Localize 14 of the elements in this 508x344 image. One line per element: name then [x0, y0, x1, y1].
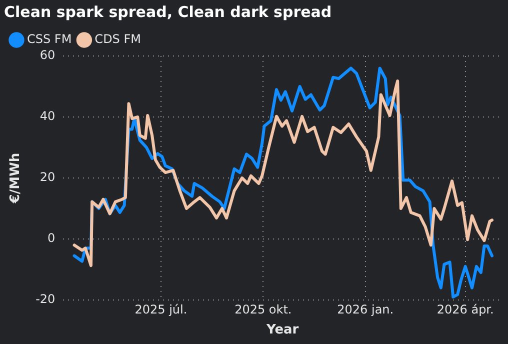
y-tick-label: 60 [40, 48, 56, 62]
y-tick-label: 40 [40, 109, 56, 124]
x-tick-label: 2025 júl. [134, 302, 188, 316]
y-tick-label: 0 [48, 231, 56, 246]
x-tick-label: 2026 jan. [337, 302, 394, 316]
y-axis-title: €/MWh [8, 152, 24, 204]
chart-title: Clean spark spread, Clean dark spread [4, 2, 332, 21]
legend-label: CSS FM [27, 32, 72, 46]
legend-label: CDS FM [94, 32, 141, 46]
x-tick-label: 2026 ápr. [436, 302, 494, 316]
y-tick-label: -20 [36, 292, 56, 306]
x-tick-label: 2025 okt. [234, 302, 292, 316]
y-tick-label: 20 [40, 170, 56, 184]
x-axis-title: Year [265, 322, 300, 338]
